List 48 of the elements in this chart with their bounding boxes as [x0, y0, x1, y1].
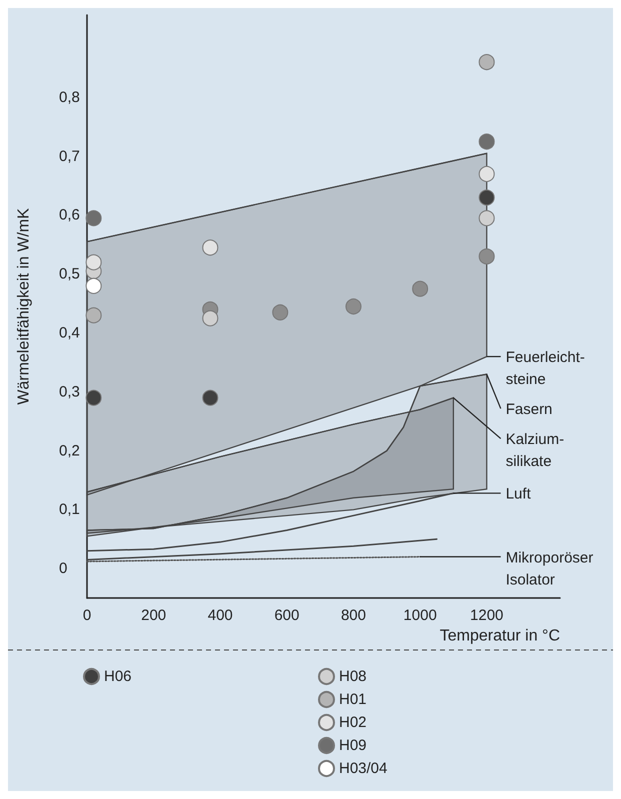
line-series	[86, 538, 438, 560]
y-tick-label: 0,8	[59, 88, 80, 106]
legend-label: H01	[339, 691, 367, 708]
annotation: Feuerleicht- steine	[506, 349, 585, 388]
point	[272, 304, 288, 320]
point	[86, 307, 102, 324]
y-tick-label: 0	[59, 560, 68, 578]
point	[412, 280, 428, 297]
point	[478, 166, 495, 182]
x-tick-label: 400	[208, 607, 233, 624]
point	[86, 278, 102, 294]
line-series	[86, 492, 454, 552]
legend-label: H09	[339, 737, 367, 754]
y-tick-label: 0,2	[59, 442, 80, 460]
annotation: Mikroporöser Isolator	[506, 549, 594, 588]
x-tick-label: 1000	[403, 607, 437, 624]
y-tick-label: 0,5	[59, 266, 80, 283]
point	[478, 54, 495, 70]
legend-label: H02	[339, 714, 367, 731]
point	[86, 210, 102, 226]
point	[202, 310, 218, 326]
point	[202, 240, 218, 256]
y-axis-title: Wärmeleitfähigkeit in W/mK	[16, 208, 32, 405]
y-tick-label: 0,6	[59, 206, 80, 224]
y-tick-label: 0,4	[59, 324, 80, 342]
point	[478, 134, 495, 150]
y-tick-label: 0,1	[59, 501, 80, 518]
point	[478, 210, 495, 226]
x-tick-label: 0	[82, 607, 92, 624]
point	[345, 298, 362, 314]
x-axis-title: Temperatur in °C	[440, 628, 560, 644]
x-tick-label: 200	[141, 607, 166, 624]
point	[478, 190, 495, 206]
x-tick-label: 1200	[470, 607, 504, 624]
x-tick-label: 600	[274, 607, 300, 624]
annotation: Luft	[506, 486, 532, 503]
legend-label: H08	[339, 668, 367, 685]
annotation: Fasern	[506, 401, 552, 418]
legend-label: H06	[104, 668, 132, 685]
point	[86, 390, 102, 406]
point	[202, 390, 218, 406]
y-tick-label: 0,7	[59, 148, 80, 165]
annotation: Kalzium- silikate	[506, 431, 564, 470]
x-tick-label: 800	[340, 607, 366, 624]
legend-label: H03/04	[339, 760, 388, 777]
point	[478, 248, 495, 264]
y-tick-label: 0,3	[59, 383, 80, 400]
point	[86, 254, 102, 270]
